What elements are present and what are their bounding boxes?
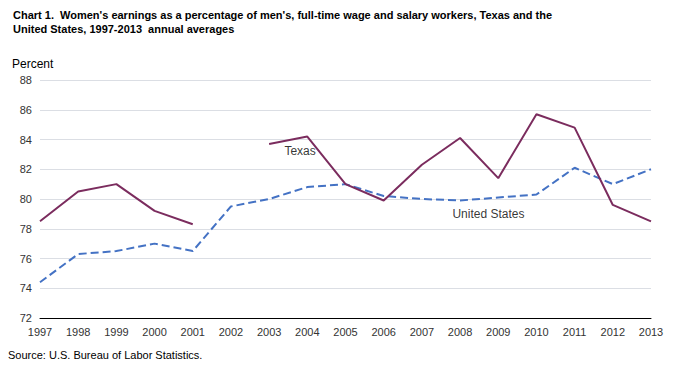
- svg-text:2001: 2001: [181, 326, 205, 338]
- svg-text:88: 88: [20, 74, 32, 86]
- svg-text:2003: 2003: [257, 326, 281, 338]
- svg-text:86: 86: [20, 104, 32, 116]
- svg-text:1997: 1997: [28, 326, 52, 338]
- svg-text:2008: 2008: [448, 326, 472, 338]
- svg-text:Percent: Percent: [12, 57, 54, 71]
- svg-text:United States: United States: [452, 207, 524, 221]
- svg-text:1999: 1999: [104, 326, 128, 338]
- svg-text:82: 82: [20, 163, 32, 175]
- svg-text:2006: 2006: [371, 326, 395, 338]
- svg-text:74: 74: [20, 282, 32, 294]
- svg-text:72: 72: [20, 312, 32, 324]
- svg-text:2005: 2005: [333, 326, 357, 338]
- svg-text:1998: 1998: [66, 326, 90, 338]
- svg-text:84: 84: [20, 134, 32, 146]
- svg-text:2002: 2002: [219, 326, 243, 338]
- svg-text:Texas: Texas: [284, 144, 315, 158]
- svg-text:2010: 2010: [524, 326, 548, 338]
- svg-text:2011: 2011: [563, 326, 587, 338]
- svg-text:2004: 2004: [295, 326, 319, 338]
- svg-text:2007: 2007: [410, 326, 434, 338]
- svg-text:United States, 1997-2013 annu: United States, 1997-2013 annual averages: [13, 23, 234, 35]
- svg-text:Chart 1. Women's earnings as: Chart 1. Women's earnings as a percentag…: [13, 9, 552, 21]
- svg-text:76: 76: [20, 253, 32, 265]
- svg-text:2000: 2000: [142, 326, 166, 338]
- svg-text:2009: 2009: [486, 326, 510, 338]
- svg-text:78: 78: [20, 223, 32, 235]
- svg-text:Source: U.S. Bureau of Labor S: Source: U.S. Bureau of Labor Statistics.: [8, 349, 202, 361]
- svg-text:80: 80: [20, 193, 32, 205]
- svg-text:2013: 2013: [639, 326, 663, 338]
- svg-text:2012: 2012: [601, 326, 625, 338]
